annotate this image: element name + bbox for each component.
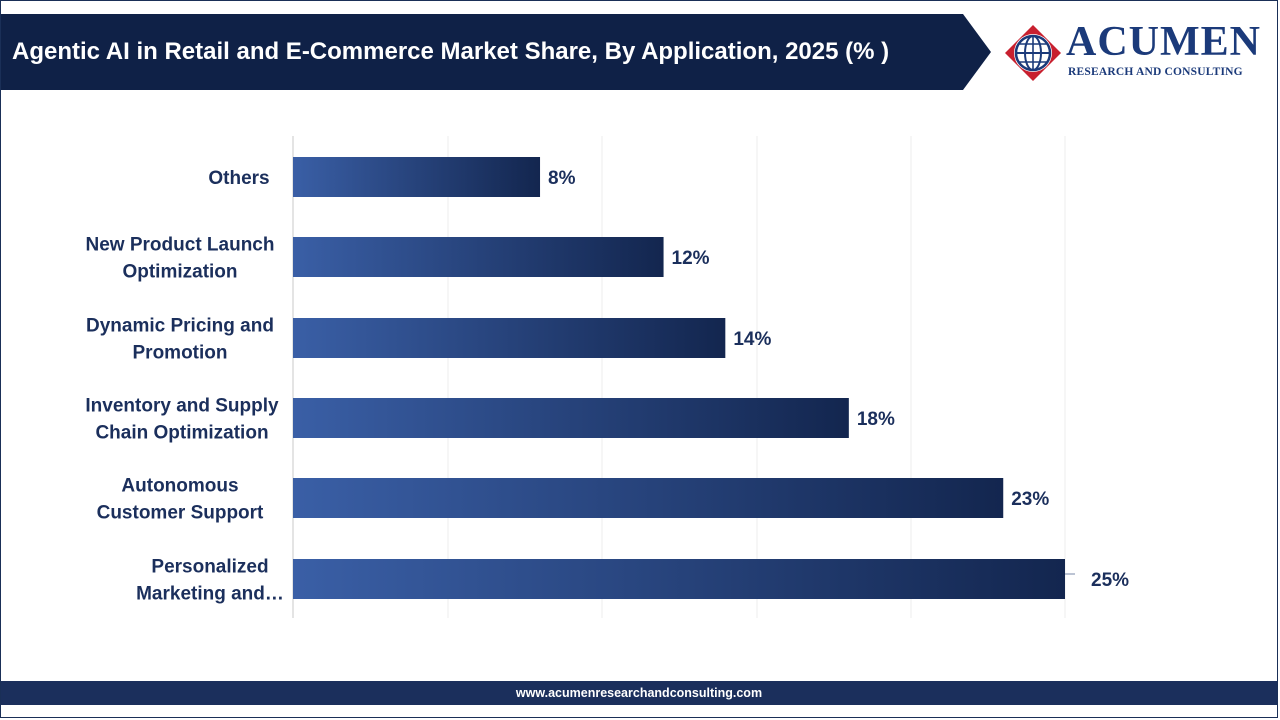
tick-label-line: Inventory and Supply [85,396,279,417]
tick-label-line: Customer Support [97,503,264,524]
title-banner [1,14,991,90]
tick-label-line: Autonomous [121,476,238,497]
tick-label-line: Optimization [122,262,237,283]
footer-url: www.acumenresearchandconsulting.com [1,681,1277,705]
data-label: 14% [733,329,771,350]
bar [293,478,1004,518]
bar [293,398,849,438]
tick-label-line: New Product Launch [86,235,275,256]
grid-lines [292,136,1066,618]
category-labels: Others New Product Launch Optimization Dyna… [85,168,284,605]
tick-label: Personalized Marketing and… [136,557,284,605]
data-label: 23% [1011,489,1049,510]
data-label: 18% [857,409,895,430]
bar [293,559,1065,599]
tick-label-line: Promotion [133,343,228,364]
tick-label-line: Personalized [151,557,268,578]
bars [293,157,1065,599]
chart-title: Agentic AI in Retail and E-Commerce Mark… [12,38,890,65]
bar [293,157,541,197]
logo-tagline: RESEARCH AND CONSULTING [1068,66,1243,78]
bar [293,237,664,277]
data-label: 12% [672,248,710,269]
tick-label-line: Others [208,168,269,189]
value-labels: 8% 12% 14% 18% 23% 25% [548,168,1129,591]
tick-label-line: Dynamic Pricing and [86,316,274,337]
tick-label: Inventory and Supply Chain Optimization [85,396,279,444]
tick-label: Others [208,168,269,189]
company-logo: ACUMEN RESEARCH AND CONSULTING [1004,19,1264,82]
bar [293,318,726,358]
data-label: 8% [548,168,576,189]
logo-name: ACUMEN [1066,19,1261,65]
tick-label: Dynamic Pricing and Promotion [86,316,274,364]
globe-icon [1004,24,1062,82]
tick-label-line: Marketing and… [136,584,284,605]
tick-label: New Product Launch Optimization [86,235,275,283]
tick-label-line: Chain Optimization [95,423,268,444]
tick-label: Autonomous Customer Support [97,476,264,524]
data-label: 25% [1091,570,1129,591]
